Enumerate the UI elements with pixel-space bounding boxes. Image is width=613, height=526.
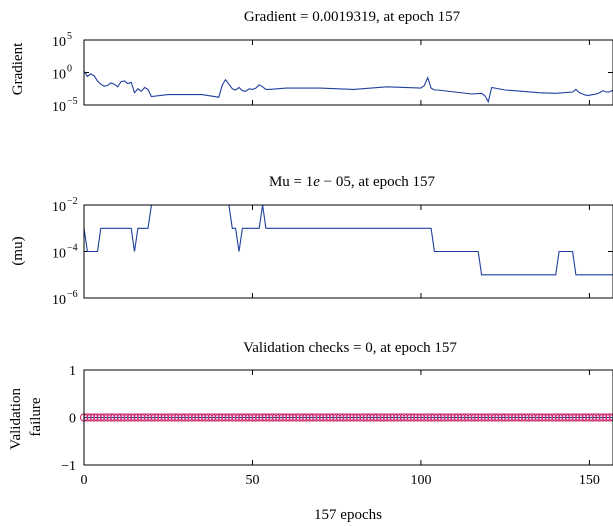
xtick-label: 0 bbox=[81, 473, 88, 488]
ytick-label: 10 bbox=[52, 100, 66, 115]
ytick-label-exponent: −6 bbox=[67, 289, 78, 300]
gradient-title: Gradient = 0.0019319, at epoch 157 bbox=[244, 9, 461, 25]
xtick-label: 50 bbox=[245, 473, 259, 488]
ytick-label-exponent: −2 bbox=[67, 196, 78, 207]
xtick-label: 100 bbox=[410, 473, 431, 488]
ytick-label-exponent: 0 bbox=[67, 64, 72, 75]
ytick-label-base: 10 bbox=[52, 247, 66, 262]
gradient-series-line bbox=[83, 70, 613, 104]
gradient-panel: Gradient = 0.0019319, at epoch 157 Gradi… bbox=[10, 9, 613, 115]
mu-ylabel: (mu) bbox=[10, 236, 26, 265]
validation-xticks: 0 50 100 150 bbox=[81, 370, 600, 488]
mu-panel: Mu = 1e − 05, at epoch 157 (mu) 10−210−4… bbox=[10, 174, 613, 308]
ytick-label: 10 bbox=[52, 247, 66, 262]
mu-title: Mu = 1e − 05, at epoch 157 bbox=[269, 174, 436, 190]
gradient-axes-box bbox=[83, 39, 613, 106]
mu-xtick-marks bbox=[251, 205, 590, 298]
ytick-label: 10 bbox=[52, 68, 66, 83]
ytick-label-base: 10 bbox=[52, 68, 66, 83]
mu-series-line bbox=[83, 204, 613, 276]
validation-ylabel-line-2: failure bbox=[28, 397, 44, 436]
validation-ylabel: Validation failure bbox=[8, 384, 44, 449]
ytick-label: 10 bbox=[52, 35, 66, 50]
ytick-label-exponent: −5 bbox=[67, 96, 78, 107]
ytick-label-exponent: −4 bbox=[67, 243, 78, 254]
gradient-ylabel: Gradient bbox=[10, 42, 26, 95]
ytick-label: 1 bbox=[69, 364, 76, 379]
gradient-xtick-marks bbox=[251, 40, 590, 105]
ytick-label-base: 10 bbox=[52, 100, 66, 115]
xtick-label: 150 bbox=[579, 473, 600, 488]
validation-markers bbox=[79, 413, 613, 422]
ytick-label: −1 bbox=[61, 459, 76, 474]
ytick-label-exponent: 5 bbox=[67, 31, 72, 42]
ytick-label-base: 10 bbox=[52, 35, 66, 50]
validation-title: Validation checks = 0, at epoch 157 bbox=[243, 340, 457, 356]
mu-title-part-1: Mu = 1 bbox=[269, 174, 313, 190]
validation-point bbox=[605, 413, 613, 422]
mu-axes-box bbox=[83, 204, 613, 299]
validation-xlabel: 157 epochs bbox=[314, 507, 382, 523]
mu-title-part-2: e bbox=[313, 174, 320, 190]
mu-title-part-3: − 05, at epoch 157 bbox=[320, 174, 436, 190]
validation-axes-box bbox=[83, 369, 613, 466]
validation-panel: Validation checks = 0, at epoch 157 Vali… bbox=[8, 340, 613, 523]
mu-yticks: 10−210−410−6 bbox=[52, 196, 613, 308]
ytick-label-base: 10 bbox=[52, 200, 66, 215]
ytick-label: 0 bbox=[69, 412, 76, 427]
validation-point bbox=[608, 413, 613, 422]
ytick-label-base: 10 bbox=[52, 293, 66, 308]
validation-ylabel-line-1: Validation bbox=[8, 388, 24, 450]
ytick-label: 10 bbox=[52, 200, 66, 215]
ytick-label: 10 bbox=[52, 293, 66, 308]
